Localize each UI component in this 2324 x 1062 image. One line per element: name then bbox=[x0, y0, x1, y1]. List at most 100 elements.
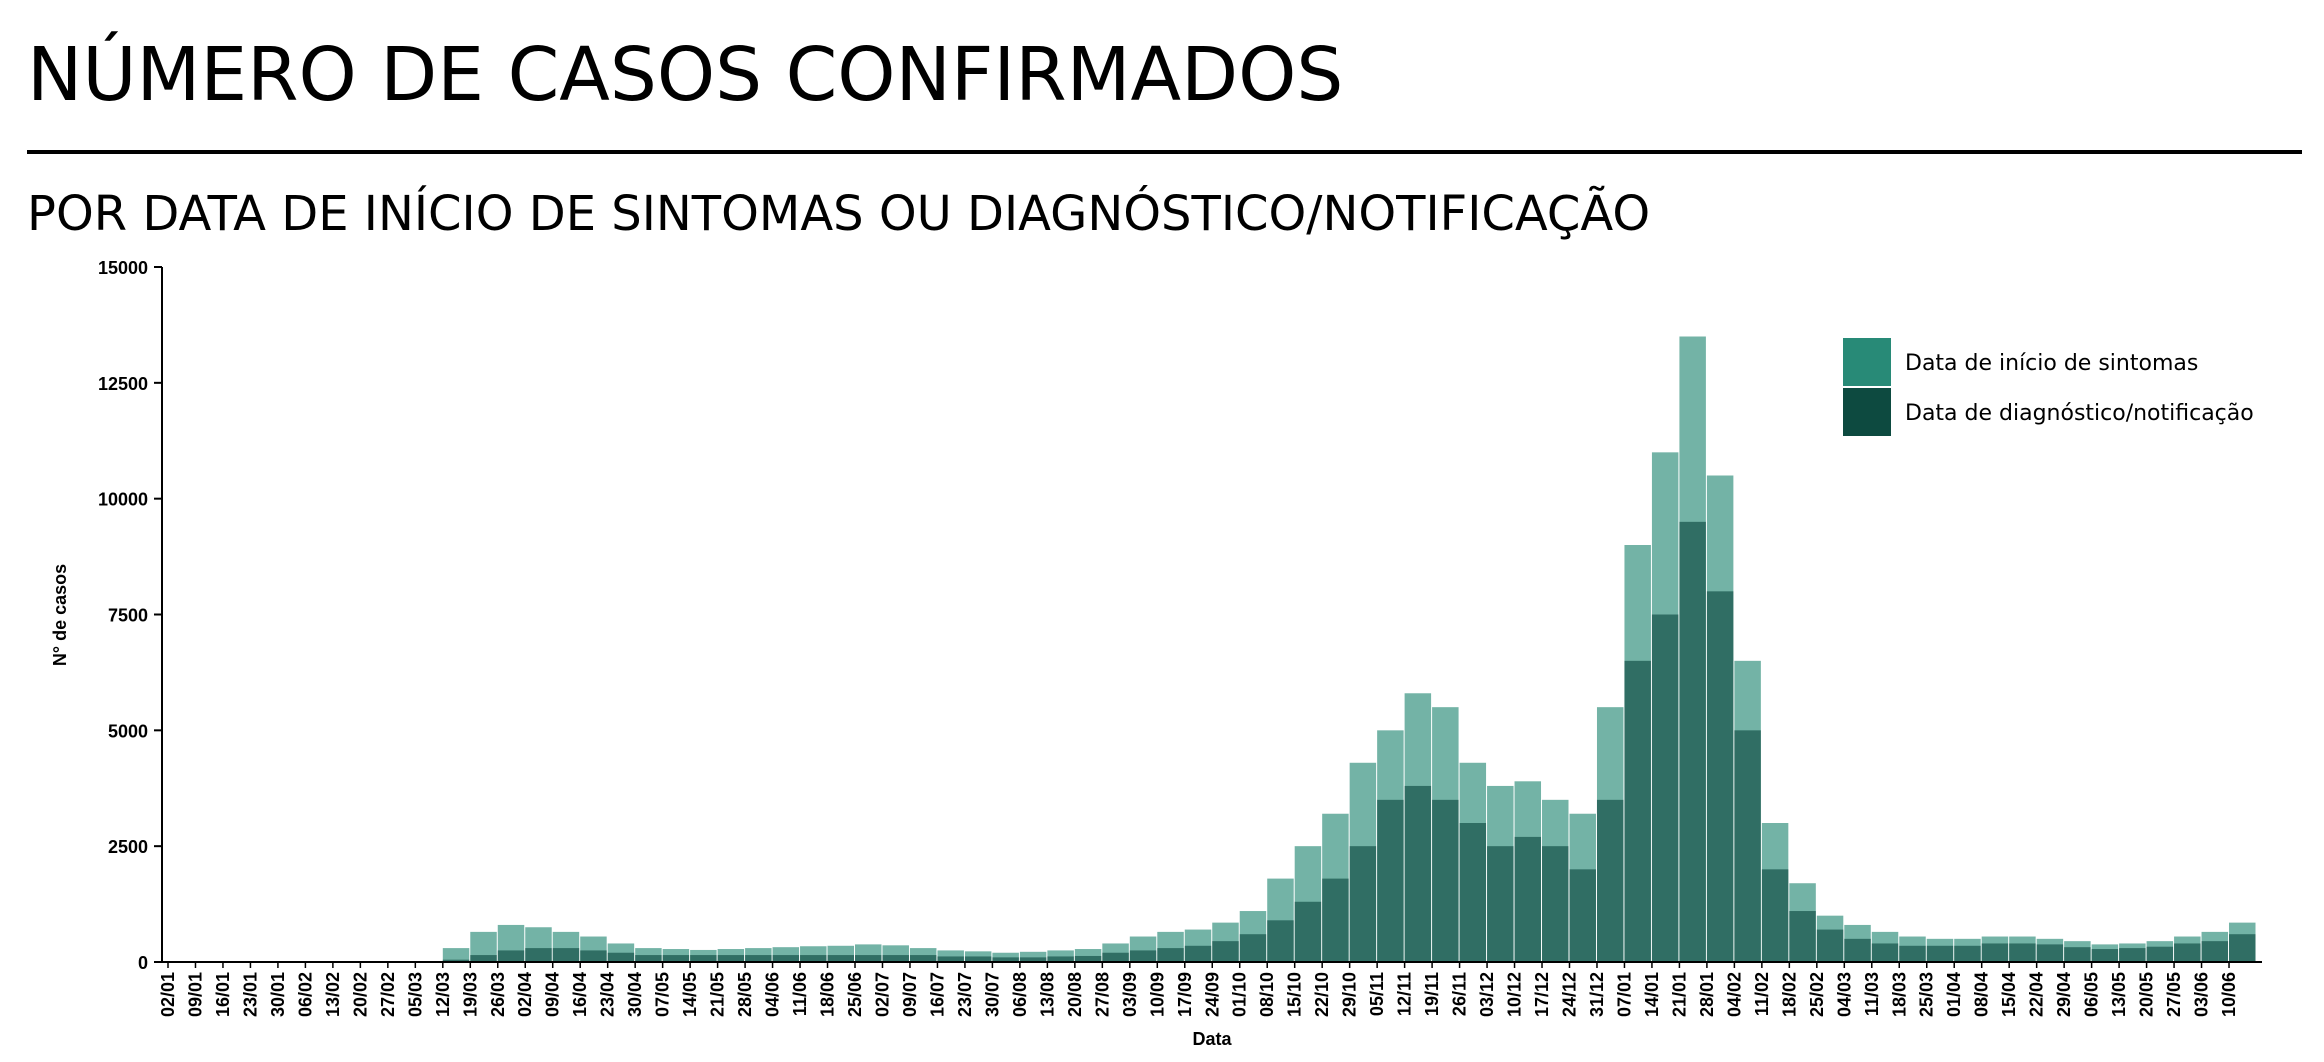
x-tick-label: 04/03 bbox=[1834, 972, 1854, 1017]
x-tick-label: 21/01 bbox=[1669, 972, 1689, 1017]
bar bbox=[2091, 949, 2119, 962]
bar bbox=[1734, 730, 1761, 962]
bar bbox=[470, 955, 497, 962]
bar bbox=[1432, 799, 1459, 962]
x-tick-label: 18/02 bbox=[1779, 972, 1799, 1017]
y-tick-label: 5000 bbox=[108, 721, 148, 741]
bar bbox=[2064, 947, 2091, 962]
bar bbox=[662, 955, 690, 962]
bar bbox=[1844, 938, 1871, 962]
bar bbox=[964, 956, 992, 962]
x-tick-label: 16/04 bbox=[570, 972, 590, 1017]
bar bbox=[1926, 945, 1954, 962]
x-tick-label: 31/12 bbox=[1587, 972, 1607, 1017]
x-axis-label: Data bbox=[1192, 1029, 1232, 1049]
x-tick-label: 23/04 bbox=[598, 972, 618, 1017]
x-tick-label: 15/10 bbox=[1285, 972, 1305, 1017]
x-tick-label: 09/01 bbox=[185, 972, 205, 1017]
x-tick-label: 18/06 bbox=[818, 972, 838, 1017]
x-tick-label: 24/12 bbox=[1559, 972, 1579, 1017]
y-tick-label: 2500 bbox=[108, 837, 148, 857]
bar bbox=[635, 955, 662, 962]
bar bbox=[1624, 660, 1651, 962]
bar bbox=[690, 955, 717, 962]
x-tick-label: 27/08 bbox=[1092, 972, 1112, 1017]
x-tick-label: 30/04 bbox=[625, 972, 645, 1017]
x-tick-label: 29/04 bbox=[2054, 972, 2074, 1017]
bar bbox=[1047, 950, 1074, 962]
x-tick-label: 16/07 bbox=[927, 972, 947, 1017]
bar bbox=[717, 955, 745, 962]
bar bbox=[1954, 945, 1981, 962]
y-tick-label: 15000 bbox=[98, 258, 148, 278]
bar bbox=[1514, 836, 1542, 962]
x-tick-label: 07/05 bbox=[653, 972, 673, 1017]
x-tick-label: 09/04 bbox=[543, 972, 563, 1017]
bar bbox=[745, 955, 772, 962]
x-tick-label: 22/10 bbox=[1312, 972, 1332, 1017]
x-tick-label: 03/09 bbox=[1120, 972, 1140, 1017]
bar bbox=[2174, 943, 2201, 962]
bar bbox=[1377, 799, 1404, 962]
bar bbox=[1102, 952, 1129, 962]
bar bbox=[1019, 957, 1047, 962]
bar bbox=[2009, 943, 2036, 962]
x-tick-label: 20/08 bbox=[1065, 972, 1085, 1017]
bar bbox=[800, 955, 827, 962]
x-tick-label: 01/04 bbox=[1944, 972, 1964, 1017]
legend-label: Data de início de sintomas bbox=[1905, 351, 2198, 376]
x-tick-label: 08/10 bbox=[1257, 972, 1277, 1017]
bar bbox=[909, 955, 937, 962]
bar bbox=[855, 955, 882, 962]
x-tick-label: 14/01 bbox=[1642, 972, 1662, 1017]
x-tick-label: 06/08 bbox=[1010, 972, 1030, 1017]
x-tick-label: 27/05 bbox=[2164, 972, 2184, 1017]
bar bbox=[580, 950, 607, 962]
bar bbox=[1267, 920, 1294, 962]
bar bbox=[1294, 901, 1322, 962]
bar bbox=[992, 957, 1019, 962]
x-tick-label: 20/02 bbox=[350, 972, 370, 1017]
x-tick-label: 06/05 bbox=[2082, 972, 2102, 1017]
bar bbox=[1871, 943, 1899, 962]
x-tick-label: 23/07 bbox=[955, 972, 975, 1017]
x-tick-label: 22/04 bbox=[2027, 972, 2047, 1017]
bar bbox=[1129, 950, 1157, 962]
x-tick-label: 16/01 bbox=[213, 972, 233, 1017]
x-tick-label: 13/05 bbox=[2109, 972, 2129, 1017]
x-tick-label: 06/02 bbox=[295, 972, 315, 1017]
bar bbox=[1239, 934, 1267, 962]
x-tick-label: 11/02 bbox=[1752, 972, 1772, 1016]
bar bbox=[1761, 869, 1789, 962]
bar bbox=[1816, 929, 1844, 962]
chart-subtitle: POR DATA DE INÍCIO DE SINTOMAS OU DIAGNÓ… bbox=[27, 185, 1650, 242]
x-tick-label: 17/12 bbox=[1532, 972, 1552, 1017]
x-tick-label: 07/01 bbox=[1614, 972, 1634, 1017]
x-tick-label: 11/06 bbox=[790, 972, 810, 1016]
bar bbox=[937, 950, 964, 962]
legend-swatch bbox=[1843, 338, 1891, 386]
x-tick-label: 01/10 bbox=[1230, 972, 1250, 1017]
legend-swatch bbox=[1843, 388, 1891, 436]
bar bbox=[1706, 591, 1734, 962]
bar bbox=[442, 959, 470, 962]
bar bbox=[1596, 799, 1624, 962]
bar bbox=[1074, 955, 1102, 962]
x-tick-label: 19/03 bbox=[460, 972, 480, 1017]
x-tick-label: 17/09 bbox=[1175, 972, 1195, 1017]
bar bbox=[1322, 878, 1349, 962]
y-axis-label: N° de casos bbox=[50, 564, 70, 666]
bar bbox=[1212, 941, 1239, 962]
y-tick-label: 12500 bbox=[98, 374, 148, 394]
x-tick-label: 04/06 bbox=[763, 972, 783, 1017]
x-tick-label: 18/03 bbox=[1889, 972, 1909, 1017]
bar bbox=[1981, 943, 2009, 962]
x-tick-label: 26/11 bbox=[1450, 972, 1470, 1016]
x-tick-label: 10/09 bbox=[1147, 972, 1167, 1017]
x-tick-label: 15/04 bbox=[1999, 972, 2019, 1017]
bar bbox=[1349, 846, 1377, 962]
x-tick-label: 02/01 bbox=[158, 972, 178, 1017]
bar bbox=[552, 948, 580, 962]
x-tick-label: 30/01 bbox=[268, 972, 288, 1017]
